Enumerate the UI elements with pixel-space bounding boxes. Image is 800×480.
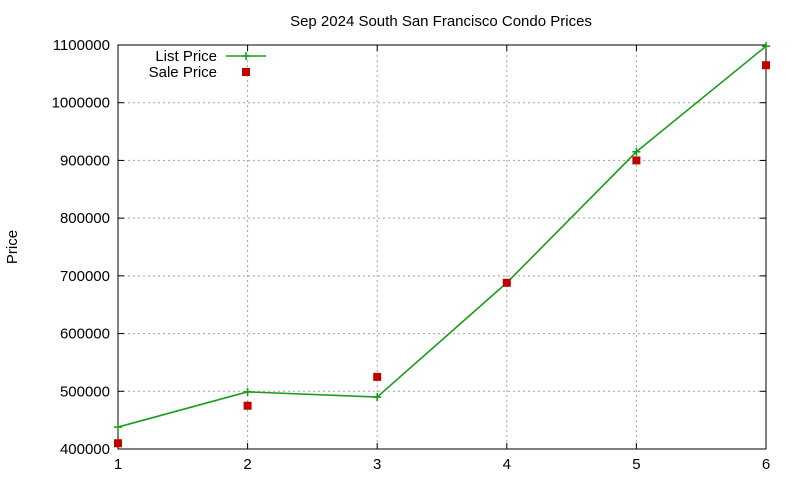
y-tick-label: 400000 — [60, 441, 110, 458]
x-tick-label: 1 — [114, 456, 122, 473]
legend-square-marker — [242, 68, 250, 76]
y-tick-label: 800000 — [60, 210, 110, 227]
sale-price-point — [762, 61, 770, 70]
series-layer — [114, 42, 770, 448]
sale-price-point — [502, 278, 511, 287]
list-price-point — [762, 42, 770, 51]
y-tick-label: 900000 — [60, 152, 110, 169]
x-tick-label: 3 — [373, 456, 381, 473]
grid-layer — [118, 45, 766, 449]
legend-label: List Price — [155, 48, 217, 65]
x-tick-label: 5 — [632, 456, 640, 473]
x-tick-label: 4 — [503, 456, 511, 473]
y-axis-label: Price — [4, 230, 21, 264]
list-price-point — [243, 387, 252, 396]
plot-frame — [117, 44, 767, 450]
sale-price-point — [114, 439, 122, 448]
list-price-line — [117, 45, 767, 428]
sale-price-point — [373, 372, 382, 381]
sale-price-point — [632, 156, 641, 165]
y-tick-label: 600000 — [60, 326, 110, 343]
list-price-point — [373, 393, 382, 402]
y-tick-label: 1100000 — [53, 37, 110, 54]
sale-price-point — [243, 401, 252, 410]
y-tick-label: 1000000 — [52, 95, 110, 112]
x-tick-label: 2 — [243, 456, 251, 473]
tick-layer: 400000 500000 600000 700000 800000 900000 1000… — [52, 37, 771, 473]
legend-plus-marker — [242, 52, 250, 60]
chart-title: Sep 2024 South San Francisco Condo Price… — [290, 13, 592, 30]
y-tick-label: 500000 — [60, 383, 110, 400]
x-tick-label: 6 — [762, 456, 770, 473]
list-price-point — [632, 147, 641, 156]
legend-label: Sale Price — [149, 64, 217, 81]
y-tick-label: 700000 — [60, 268, 110, 285]
list-price-point — [114, 423, 122, 432]
